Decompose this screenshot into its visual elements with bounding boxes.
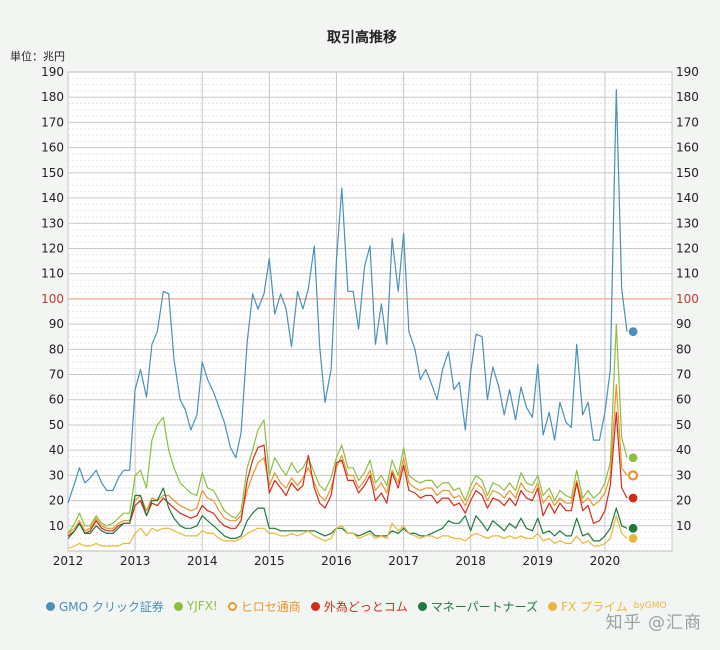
series-end-marker-0 <box>627 326 639 338</box>
x-tick-label: 2018 <box>455 554 486 568</box>
y-tick-label-left: 120 <box>41 241 64 255</box>
legend: GMO クリック証券 YJFX! ヒロセ通商 外為どっとコム マネーパートナーズ FX プ… <box>0 596 720 616</box>
x-tick-label: 2019 <box>523 554 554 568</box>
series-line-2 <box>67 384 628 534</box>
y-tick-label-right: 140 <box>676 191 699 205</box>
x-tick-label: 2016 <box>321 554 352 568</box>
y-tick-label-left: 30 <box>49 468 64 482</box>
y-tick-label-left: 150 <box>41 166 64 180</box>
y-tick-label-left: 180 <box>41 90 64 104</box>
y-tick-label-right: 190 <box>676 65 699 79</box>
series-end-marker-3 <box>627 492 639 504</box>
unit-label: 単位：兆円 <box>10 49 65 63</box>
y-tick-label-left: 160 <box>41 141 64 155</box>
legend-item-0: GMO クリック証券 <box>46 598 164 615</box>
y-tick-label-left: 60 <box>49 393 64 407</box>
y-tick-label-right: 170 <box>676 115 699 129</box>
x-tick-label: 2017 <box>388 554 419 568</box>
y-tick-label-right: 80 <box>676 342 691 356</box>
y-tick-label-right: 70 <box>676 368 691 382</box>
y-tick-label-left: 40 <box>49 443 64 457</box>
legend-marker-icon <box>173 601 183 611</box>
y-tick-label-right: 60 <box>676 393 691 407</box>
x-tick-label: 2012 <box>53 554 84 568</box>
watermark: 知乎 @汇商 <box>605 613 702 633</box>
legend-item-4: マネーパートナーズ <box>417 598 539 615</box>
y-tick-label-left: 100 <box>41 292 64 306</box>
series-lines <box>67 89 628 550</box>
series-end-marker-1 <box>627 452 639 464</box>
legend-item-3: 外為どっとコム <box>310 598 408 615</box>
end-markers <box>627 326 639 544</box>
series-end-marker-4 <box>627 522 639 534</box>
legend-label: FX プライム <box>561 599 628 614</box>
y-tick-label-left: 50 <box>49 418 64 432</box>
legend-label-suffix: byGMO <box>633 601 667 611</box>
x-tick-label: 2015 <box>254 554 285 568</box>
y-tick-label-left: 190 <box>41 65 64 79</box>
legend-label: GMO クリック証券 <box>59 599 164 614</box>
legend-label: 外為どっとコム <box>323 599 408 614</box>
series-end-marker-5 <box>627 532 639 544</box>
legend-item-1: YJFX! <box>173 599 218 613</box>
legend-label: マネーパートナーズ <box>430 599 539 614</box>
y-tick-label-right: 150 <box>676 166 699 180</box>
x-tick-label: 2020 <box>590 554 621 568</box>
series-line-0 <box>67 89 628 504</box>
series-end-marker-2 <box>627 470 639 481</box>
y-tick-label-right: 20 <box>676 494 691 508</box>
chart-title: 取引高推移 <box>327 29 397 46</box>
series-line-5 <box>67 515 628 550</box>
y-tick-label-left: 170 <box>41 115 64 129</box>
y-tick-label-right: 120 <box>676 241 699 255</box>
y-tick-label-right: 50 <box>676 418 691 432</box>
y-tick-label-right: 40 <box>676 443 691 457</box>
legend-label: ヒロセ通商 <box>240 599 301 614</box>
series-line-1 <box>67 323 628 534</box>
y-tick-label-right: 160 <box>676 141 699 155</box>
y-tick-label-right: 110 <box>676 267 699 281</box>
y-tick-label-left: 80 <box>49 342 64 356</box>
legend-item-5: FX プライム byGMO <box>548 598 667 615</box>
y-tick-label-right: 30 <box>676 468 691 482</box>
y-tick-label-right: 10 <box>676 519 691 533</box>
y-tick-label-right: 130 <box>676 216 699 230</box>
y-tick-label-left: 20 <box>49 494 64 508</box>
legend-marker-icon <box>227 601 237 611</box>
y-tick-label-right: 100 <box>676 292 699 306</box>
y-tick-label-left: 10 <box>49 519 64 533</box>
y-tick-label-left: 140 <box>41 191 64 205</box>
y-tick-label-right: 180 <box>676 90 699 104</box>
legend-marker-icon <box>417 601 427 611</box>
legend-marker-icon <box>46 601 55 611</box>
series-line-3 <box>67 411 628 537</box>
legend-marker-icon <box>548 601 558 611</box>
grid <box>67 71 673 552</box>
y-tick-label-left: 70 <box>49 368 64 382</box>
x-tick-label: 2014 <box>187 554 218 568</box>
y-tick-label-left: 130 <box>41 216 64 230</box>
y-tick-label-right: 90 <box>676 317 691 331</box>
y-tick-label-left: 90 <box>49 317 64 331</box>
legend-item-2: ヒロセ通商 <box>227 598 301 615</box>
legend-marker-icon <box>310 601 320 611</box>
y-tick-label-left: 110 <box>41 267 64 281</box>
legend-label: YJFX! <box>186 599 218 613</box>
x-tick-label: 2013 <box>120 554 151 568</box>
